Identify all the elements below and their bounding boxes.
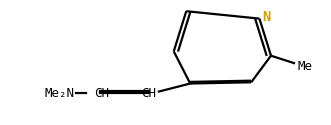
Text: Me₂N: Me₂N	[44, 87, 74, 100]
Text: CH: CH	[142, 87, 157, 100]
Text: N: N	[262, 10, 270, 24]
Text: CH: CH	[94, 87, 109, 100]
Text: Me: Me	[297, 60, 312, 73]
